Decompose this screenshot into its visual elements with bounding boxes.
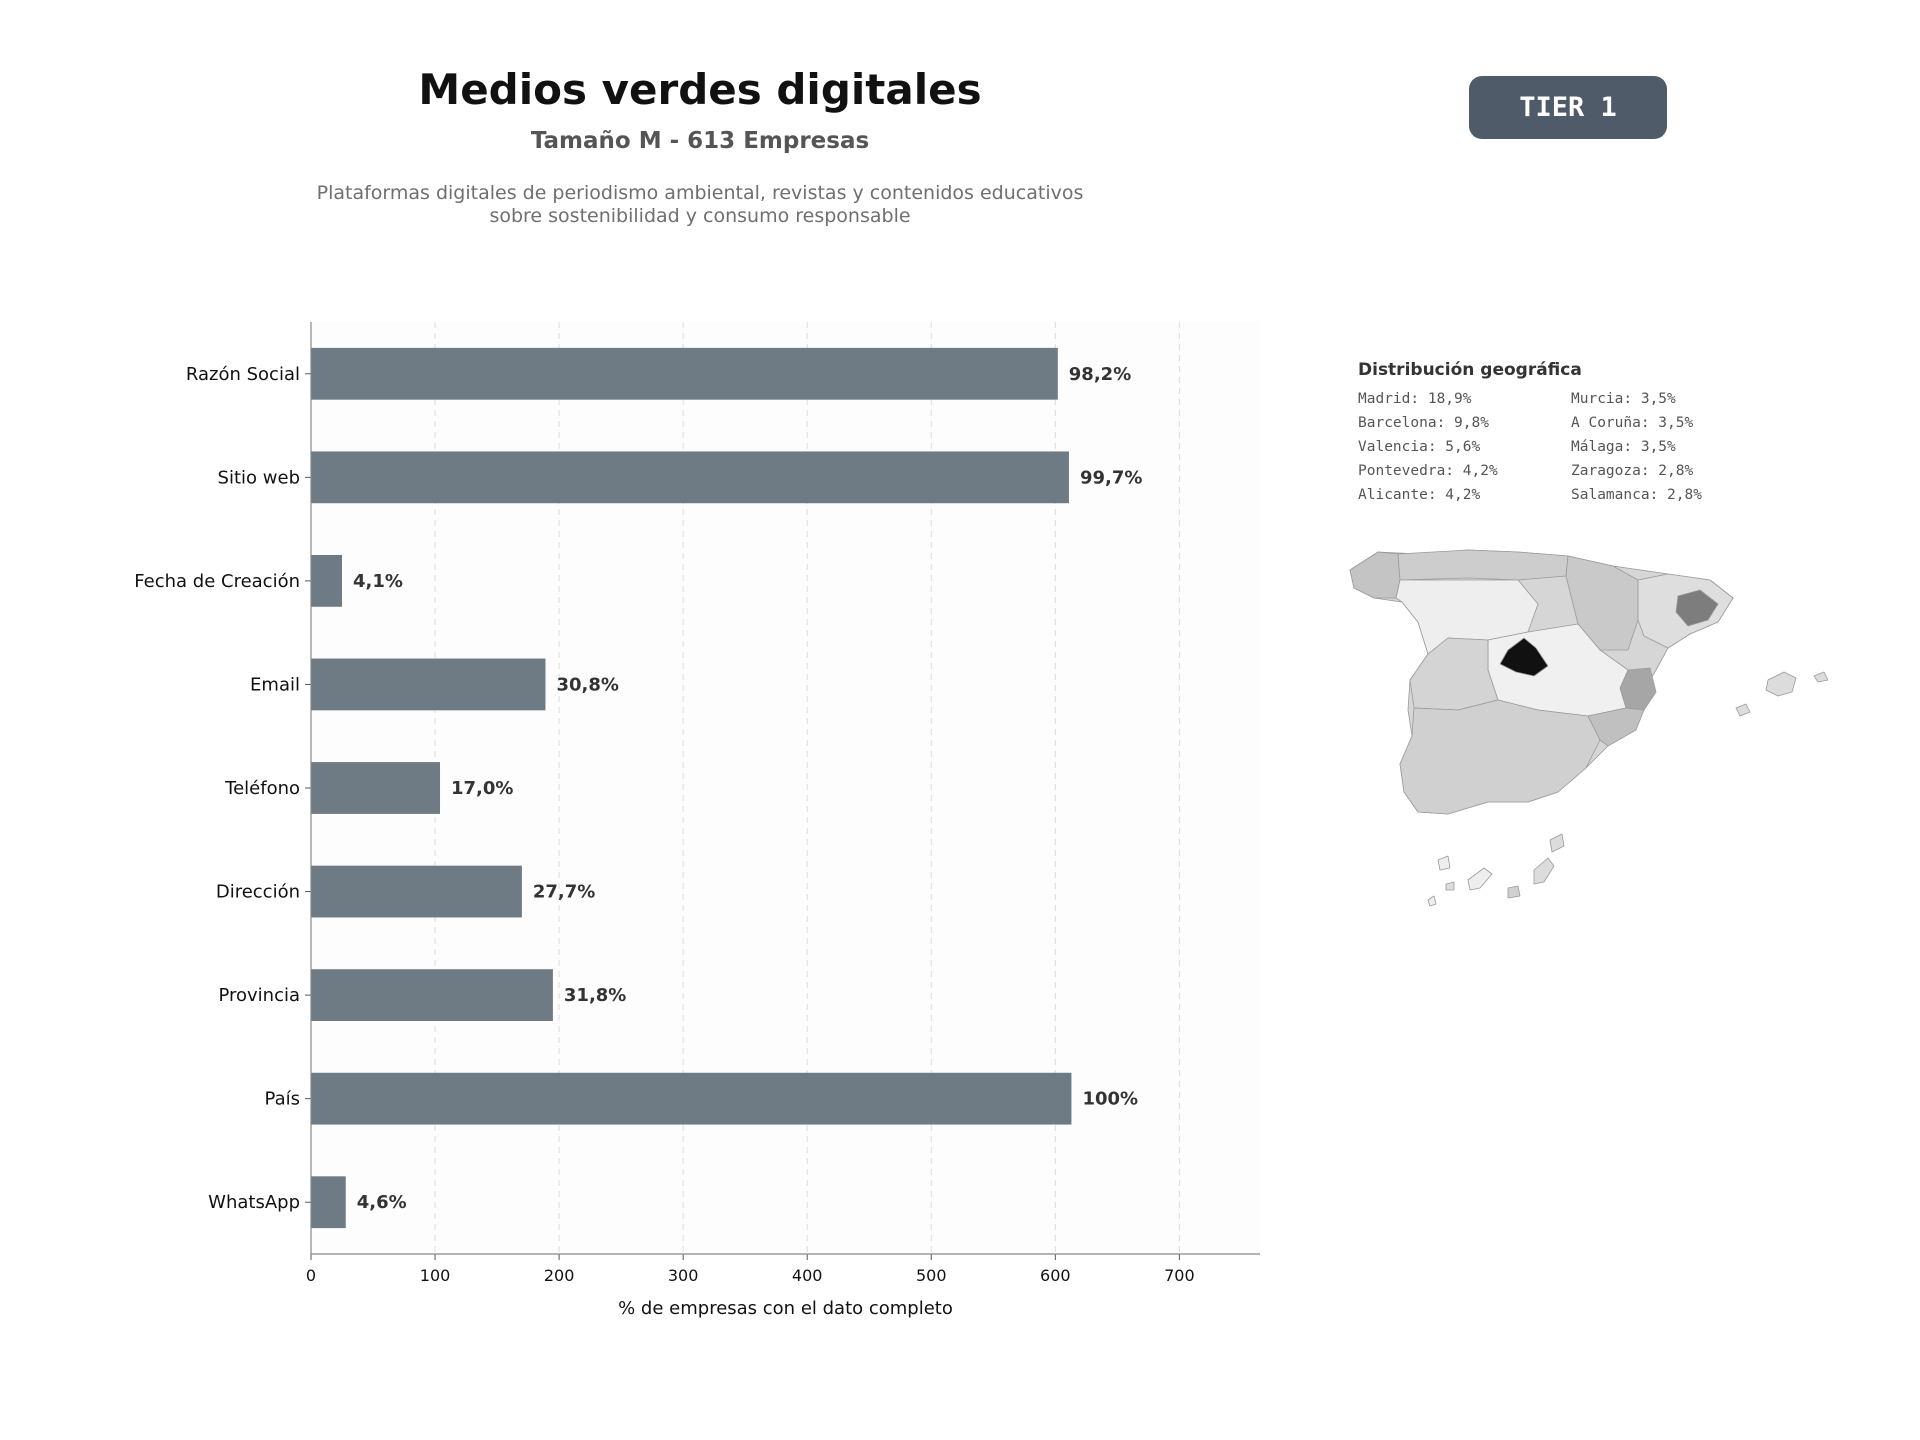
region-galicia	[1349, 551, 1401, 599]
bar	[311, 451, 1069, 504]
x-tick-label: 400	[792, 1266, 823, 1285]
data-label: 98,2%	[1069, 364, 1131, 385]
data-label: 30,8%	[556, 674, 618, 695]
province-barcelona	[1675, 589, 1719, 627]
balearic-islands	[1765, 671, 1797, 697]
data-label: 27,7%	[533, 882, 595, 903]
x-tick-label: 700	[1164, 1266, 1195, 1285]
geo-item: Murcia: 3,5%	[1571, 391, 1676, 407]
region-andalusia	[1399, 699, 1601, 815]
y-tick-label: Email	[250, 674, 300, 695]
x-tick-label: 500	[916, 1266, 947, 1285]
data-label: 4,1%	[353, 571, 403, 592]
geo-item: Valencia: 5,6%	[1358, 439, 1481, 455]
province-murcia	[1587, 707, 1645, 747]
geo-item: Alicante: 4,2%	[1358, 487, 1481, 503]
geo-item: Barcelona: 9,8%	[1358, 415, 1489, 431]
bar	[311, 347, 1058, 400]
spain-map	[1349, 549, 1829, 907]
region-north	[1397, 549, 1569, 581]
bar	[311, 1072, 1072, 1125]
tier-badge: TIER 1	[1469, 76, 1667, 139]
geo-item: Zaragoza: 2,8%	[1571, 463, 1694, 479]
header: Medios verdes digitales Tamaño M - 613 E…	[300, 60, 1100, 228]
y-tick-label: Teléfono	[224, 778, 300, 799]
data-label: 31,8%	[564, 985, 626, 1006]
geo-item: Málaga: 3,5%	[1571, 439, 1676, 455]
geo-item: A Coruña: 3,5%	[1571, 415, 1694, 431]
page-subtitle: Tamaño M - 613 Empresas	[530, 128, 870, 154]
x-tick-label: 200	[544, 1266, 575, 1285]
page-description: Plataformas digitales de periodismo ambi…	[316, 182, 1084, 227]
x-tick-label: 300	[668, 1266, 699, 1285]
bar	[311, 658, 546, 711]
bar-chart: 0 100 200 300 400 500 600 700 Razón Social 98,2% S…	[134, 322, 1260, 1319]
region-aragon	[1565, 555, 1639, 651]
canary-islands	[1437, 855, 1451, 871]
bar	[311, 865, 522, 918]
x-tick-label: 0	[306, 1266, 316, 1285]
data-label: 4,6%	[357, 1192, 407, 1213]
x-tick-label: 100	[420, 1266, 451, 1285]
y-tick-label: Razón Social	[186, 364, 300, 385]
page-title: Medios verdes digitales	[418, 65, 982, 114]
geo-list: Madrid: 18,9% Murcia: 3,5% Barcelona: 9,8%…	[1358, 391, 1778, 503]
x-axis-label: % de empresas con el dato completo	[618, 1298, 953, 1319]
region-extremadura	[1409, 637, 1499, 711]
data-label: 17,0%	[451, 778, 513, 799]
y-tick-label: Fecha de Creación	[134, 571, 300, 592]
bar	[311, 1176, 346, 1229]
data-label: 99,7%	[1080, 467, 1142, 488]
x-tick-label: 600	[1040, 1266, 1071, 1285]
geo-item: Salamanca: 2,8%	[1571, 487, 1702, 503]
geo-item: Pontevedra: 4,2%	[1358, 463, 1498, 479]
y-tick-label: País	[265, 1089, 300, 1110]
geo-item: Madrid: 18,9%	[1358, 391, 1472, 407]
bar	[311, 555, 343, 607]
y-tick-label: Provincia	[218, 985, 300, 1006]
province-madrid	[1499, 637, 1549, 677]
y-tick-label: Dirección	[216, 882, 300, 903]
y-tick-label: Sitio web	[218, 467, 300, 488]
y-tick-label: WhatsApp	[208, 1192, 300, 1213]
bar	[311, 969, 553, 1021]
geo-title: Distribución geográfica	[1358, 360, 1582, 380]
bar	[311, 762, 441, 814]
data-label: 100%	[1082, 1089, 1138, 1110]
geo-distribution: Distribución geográfica Madrid: 18,9% Mur…	[1358, 360, 1778, 503]
